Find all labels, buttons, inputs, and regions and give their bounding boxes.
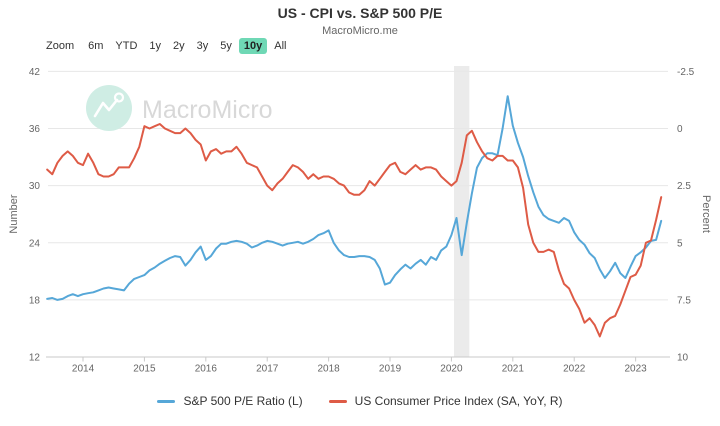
range-button-2y[interactable]: 2y bbox=[173, 40, 185, 52]
legend-dash-icon bbox=[157, 399, 176, 403]
legend-dash-icon bbox=[328, 399, 347, 403]
range-button-all[interactable]: All bbox=[274, 40, 287, 52]
y-tick-label-right: 7.5 bbox=[677, 295, 691, 306]
chart-subtitle-link[interactable]: MacroMicro.me bbox=[322, 25, 398, 37]
y-tick-label-right: 10 bbox=[677, 353, 689, 364]
x-tick-label: 2023 bbox=[624, 364, 647, 375]
range-button-5y[interactable]: 5y bbox=[220, 40, 232, 52]
watermark-dot-icon bbox=[113, 92, 125, 103]
y-tick-label-left: 30 bbox=[29, 181, 41, 192]
y-tick-label-left: 18 bbox=[29, 295, 41, 306]
legend-item-us-cpi-yoy[interactable]: US Consumer Price Index (SA, YoY, R) bbox=[328, 394, 563, 408]
y-tick-label-right: -2.5 bbox=[677, 67, 695, 78]
x-tick-label: 2017 bbox=[256, 364, 279, 375]
x-tick-label: 2019 bbox=[379, 364, 402, 375]
x-tick-label: 2018 bbox=[317, 364, 340, 375]
zoom-label: Zoom bbox=[46, 40, 75, 52]
y-tick-label-left: 24 bbox=[29, 238, 41, 249]
series-line-us-cpi-yoy bbox=[46, 123, 663, 338]
range-button-6m[interactable]: 6m bbox=[88, 40, 104, 52]
x-tick-label: 2022 bbox=[563, 364, 586, 375]
legend: S&P 500 P/E Ratio (L) US Consumer Price I… bbox=[0, 394, 720, 408]
x-tick-label: 2016 bbox=[195, 364, 218, 375]
watermark-brand-text: MacroMicro bbox=[142, 96, 273, 124]
y-tick-label-left: 42 bbox=[29, 67, 41, 78]
y-tick-label-left: 36 bbox=[29, 124, 41, 135]
legend-item-sp500-pe-ratio[interactable]: S&P 500 P/E Ratio (L) bbox=[157, 394, 303, 408]
watermark-logo: MacroMicro bbox=[86, 85, 273, 131]
x-tick-label: 2021 bbox=[502, 364, 525, 375]
range-button-10y[interactable]: 10y bbox=[238, 38, 268, 54]
legend-label: US Consumer Price Index (SA, YoY, R) bbox=[354, 394, 563, 408]
range-button-ytd[interactable]: YTD bbox=[115, 40, 138, 52]
range-selector: Zoom 6m YTD 1y 2y 3y 5y 10y All bbox=[46, 38, 294, 54]
y-tick-label-right: 2.5 bbox=[677, 181, 691, 192]
y-tick-label-left: 12 bbox=[29, 353, 41, 364]
watermark-chartline-icon bbox=[93, 98, 119, 118]
recession-band bbox=[453, 66, 470, 357]
range-button-1y[interactable]: 1y bbox=[149, 40, 162, 52]
y-tick-label-right: 0 bbox=[677, 124, 683, 135]
range-buttons: 6m YTD 1y 2y 3y 5y 10y All bbox=[83, 38, 293, 54]
range-button-3y[interactable]: 3y bbox=[196, 40, 209, 52]
x-tick-label: 2014 bbox=[72, 364, 95, 375]
x-tick-label: 2020 bbox=[440, 364, 463, 375]
y-tick-label-right: 5 bbox=[677, 238, 683, 249]
x-tick-label: 2015 bbox=[133, 364, 156, 375]
series-line-sp500-pe-ratio bbox=[46, 95, 663, 301]
legend-label: S&P 500 P/E Ratio (L) bbox=[183, 394, 303, 408]
chart-title: US - CPI vs. S&P 500 P/E bbox=[277, 5, 443, 21]
